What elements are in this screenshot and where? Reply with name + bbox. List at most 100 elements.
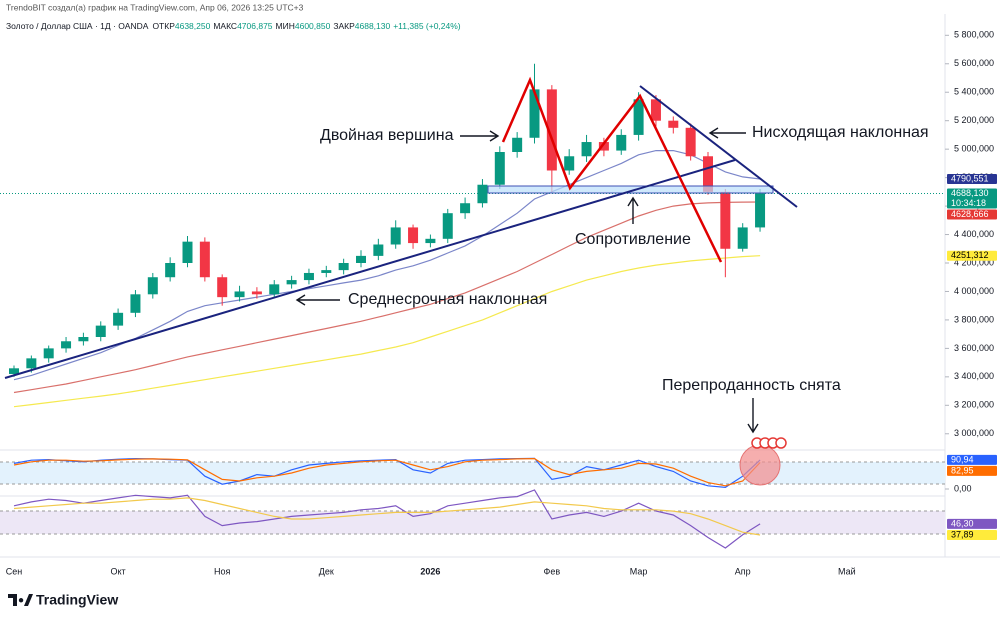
candle-body — [182, 241, 193, 263]
candle-body — [755, 193, 766, 228]
candle-body — [303, 272, 314, 281]
x-tick-label: Дек — [319, 566, 334, 576]
stoch-band — [0, 462, 945, 484]
ohlc-name: ОТКР — [152, 21, 175, 31]
price-badge — [947, 209, 997, 220]
y-tick-label: 4 400,000 — [954, 229, 994, 239]
line — [13, 255, 761, 408]
candle-body — [26, 358, 37, 369]
ohlc-name: ЗАКР — [333, 21, 355, 31]
y-tick-label: 5 600,000 — [954, 58, 994, 68]
candle-body — [199, 241, 210, 278]
candle-body — [616, 134, 627, 151]
price-badge — [947, 188, 997, 209]
candle-body — [321, 270, 332, 273]
x-tick-label: Сен — [6, 566, 23, 576]
candle-body — [61, 341, 72, 349]
candle-body — [390, 227, 401, 245]
price-badge-label: 4628,666 — [951, 209, 989, 219]
rsi-band — [0, 511, 945, 534]
candle-body — [720, 191, 731, 249]
candle-body — [9, 368, 19, 374]
candle-body — [737, 227, 748, 249]
line — [13, 201, 761, 394]
candle-body — [668, 120, 679, 128]
candle-body — [442, 213, 453, 239]
ohlc-name: МАКС — [213, 21, 237, 31]
trendline-down — [639, 85, 798, 208]
symbol-title: Золото / Доллар США · 1Д · OANDA — [6, 21, 149, 31]
x-tick-label: Фев — [544, 566, 561, 576]
line — [13, 489, 761, 549]
candle-body — [564, 156, 575, 171]
candle-body — [408, 227, 419, 244]
candle-body — [650, 99, 661, 121]
price-badge — [947, 250, 997, 261]
candle-body — [373, 244, 384, 256]
candle-body — [512, 137, 523, 152]
arrows — [295, 127, 759, 434]
annotation: Двойная вершина — [320, 127, 454, 144]
line — [13, 497, 761, 536]
candle-body — [477, 184, 488, 204]
candle-body — [78, 337, 89, 342]
annotation: Перепроданность снята — [662, 377, 841, 394]
ohlc-value: 4638,250 — [175, 21, 211, 31]
x-tick-label: 2026 — [420, 566, 440, 576]
oversold-marker — [739, 444, 781, 486]
candle-body — [251, 291, 262, 295]
axes: 3 000,000 3 200,000 3 400,000 3 600,000 3 80… — [6, 30, 997, 576]
y-tick-label: 5 000,000 — [954, 144, 994, 154]
price-badge-label: 90,94 — [951, 454, 974, 464]
oversold-icons — [751, 437, 787, 449]
y-tick-label: 5 800,000 — [954, 30, 994, 40]
line — [13, 457, 761, 487]
candle-body — [269, 284, 280, 295]
annotation: Среднесрочная наклонная — [348, 291, 547, 308]
candle-body — [338, 263, 349, 271]
drawings: Двойная вершина Нисходящая наклонная Соп… — [4, 76, 929, 486]
y-tick-label: 3 400,000 — [954, 371, 994, 381]
candle-body — [113, 312, 124, 326]
countdown: 10:34:18 — [951, 198, 986, 208]
x-tick-label: Окт — [111, 566, 126, 576]
ohlc-value: 4706,875 — [237, 21, 273, 31]
candle-body — [130, 294, 141, 313]
price-badge — [947, 454, 997, 465]
y-tick-label: 0,00 — [954, 483, 972, 493]
symbol-line: Золото / Доллар США · 1Д · OANDA ОТКР4638… — [6, 21, 461, 31]
symbol-info: Золото / Доллар США · 1Д · OANDA ОТКР4638… — [6, 21, 461, 31]
logo: TradingView — [8, 592, 118, 608]
candle-body — [703, 156, 713, 192]
change: +11,385 (+0,24%) — [393, 21, 461, 31]
y-tick-label: 4 200,000 — [954, 257, 994, 267]
candle-body — [546, 89, 557, 171]
brand: TradingView — [36, 592, 118, 608]
price-badge-label: 4688,130 — [951, 188, 989, 198]
candle-body — [165, 263, 176, 278]
annotation: Нисходящая наклонная — [752, 124, 929, 141]
candle-body — [494, 152, 505, 185]
candle-body — [633, 99, 644, 135]
candle-body — [147, 277, 158, 295]
y-tick-label: 3 800,000 — [954, 314, 994, 324]
price-badge-label: 46,30 — [951, 518, 974, 528]
candle-body — [95, 325, 106, 337]
plot — [0, 63, 945, 549]
double-top — [501, 76, 723, 263]
y-tick-label: 3 000,000 — [954, 428, 994, 438]
header: TrendoBIT создал(а) график на TradingVie… — [6, 2, 304, 12]
price-badge-label: 82,95 — [951, 465, 974, 475]
ohlc-value: 4600,850 — [295, 21, 331, 31]
candle-body — [460, 203, 471, 214]
x-tick-label: Май — [838, 566, 856, 576]
annotation: Сопротивление — [575, 231, 691, 248]
candle-body — [581, 142, 592, 157]
line — [13, 150, 761, 381]
price-badge — [947, 529, 997, 540]
candle-body — [529, 89, 540, 138]
candle-body — [598, 142, 609, 151]
candle-body — [286, 280, 297, 285]
